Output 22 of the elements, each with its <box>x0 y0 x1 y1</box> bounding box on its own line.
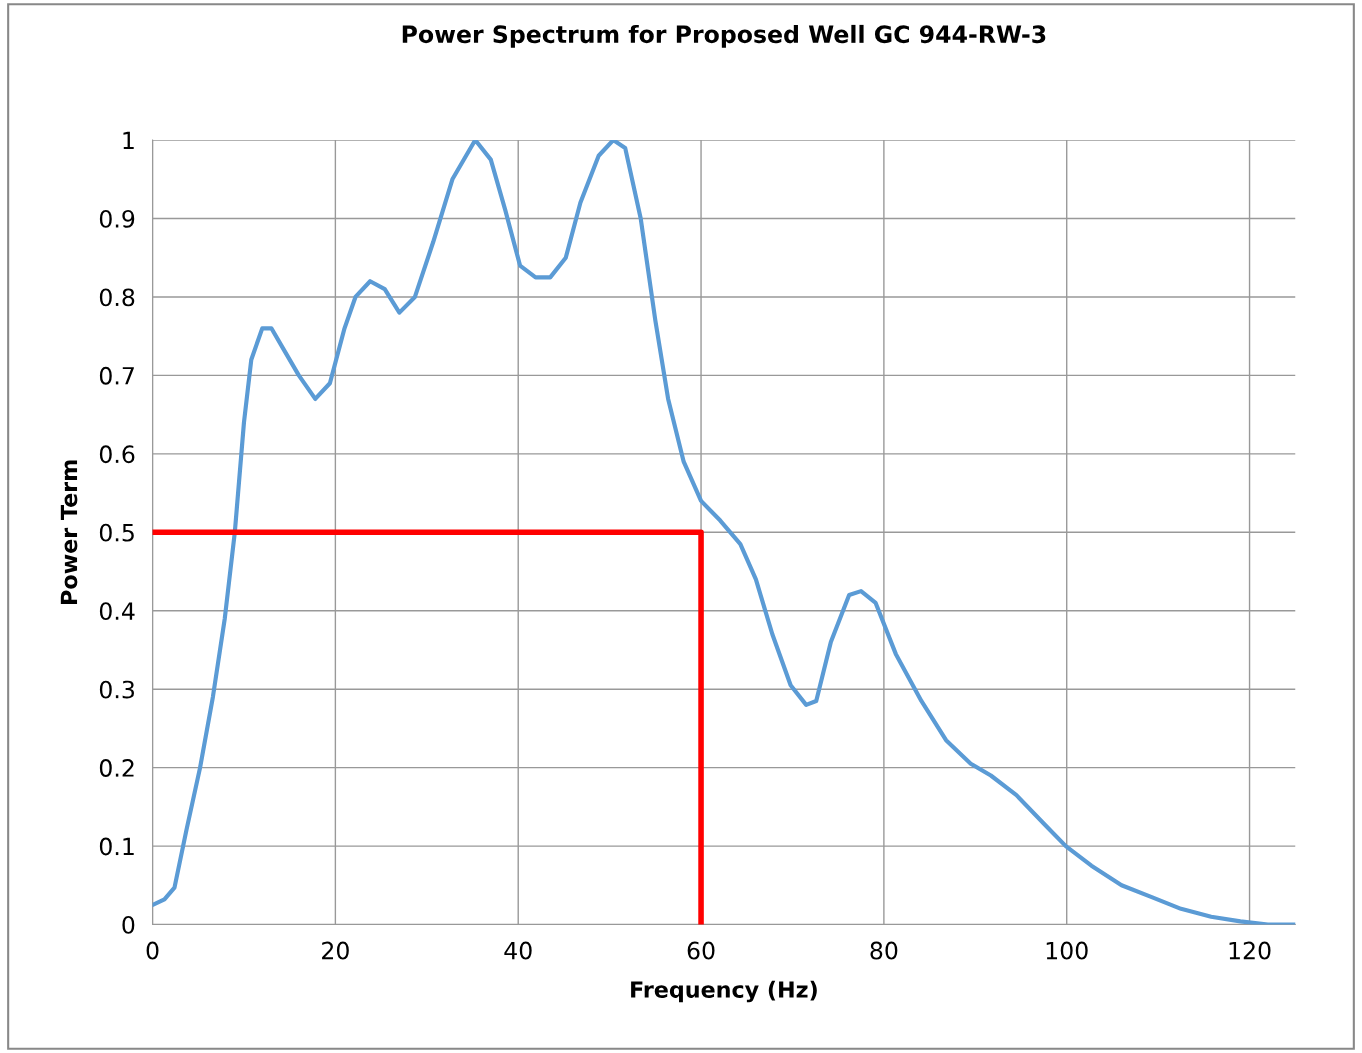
x-tick-label: 80 <box>870 941 898 960</box>
y-tick-label: 0.8 <box>99 288 135 307</box>
x-tick-label: 20 <box>322 941 349 960</box>
y-tick-label: 0.3 <box>99 680 134 699</box>
y-axis-title: Power Term <box>60 460 78 604</box>
x-tick-label: 100 <box>1046 941 1088 960</box>
y-tick-label: 0.1 <box>99 837 134 856</box>
y-tick-label: 0.7 <box>99 366 134 385</box>
x-tick-label: 40 <box>504 941 532 960</box>
y-tick-label: 0 <box>122 915 135 934</box>
y-tick-label: 0.6 <box>99 445 135 464</box>
x-tick-label: 120 <box>1229 941 1271 960</box>
x-tick-label: 0 <box>146 941 159 960</box>
y-tick-label: 0.5 <box>99 523 134 542</box>
y-tick-label: 0.4 <box>99 602 135 621</box>
y-tick-label: 0.2 <box>99 759 134 777</box>
y-tick-label: 0.9 <box>99 209 135 228</box>
line-series <box>152 140 1296 925</box>
x-tick-label: 60 <box>687 941 715 960</box>
chart-title: Power Spectrum for Proposed Well GC 944-RW-3 <box>402 24 1046 48</box>
y-tick-label: 1 <box>123 131 134 150</box>
x-axis-title: Frequency (Hz) <box>631 980 817 1003</box>
